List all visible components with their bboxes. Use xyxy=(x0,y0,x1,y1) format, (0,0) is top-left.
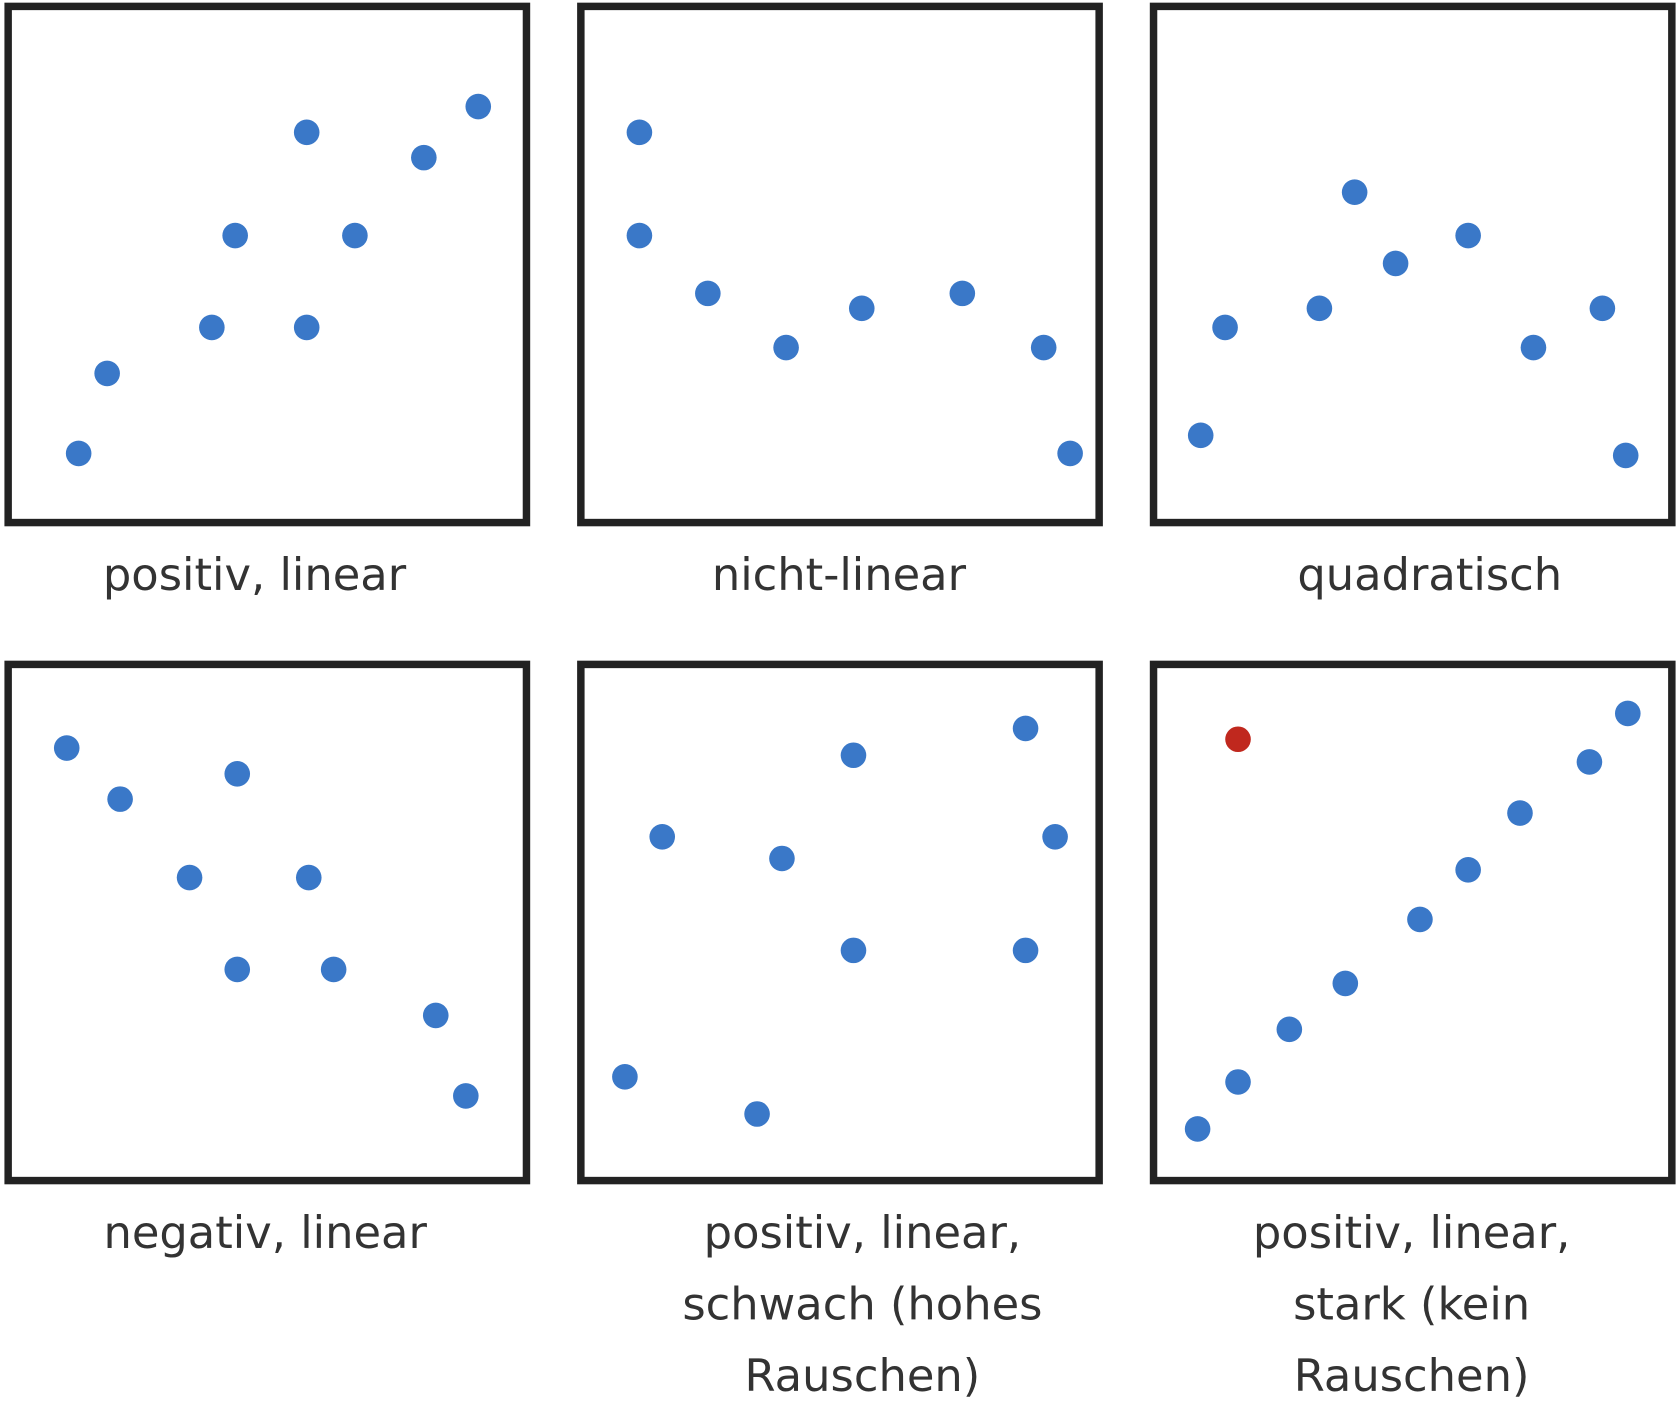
scatter-point xyxy=(769,845,795,872)
scatter-point xyxy=(1455,857,1481,883)
plot-frame xyxy=(577,2,1103,527)
scatter-point xyxy=(320,956,347,983)
scatter-point xyxy=(94,360,120,387)
scatter-point xyxy=(1576,749,1603,775)
scatter-point xyxy=(65,440,92,467)
scatter-point xyxy=(1614,700,1641,727)
scatter-point xyxy=(295,864,322,891)
scatter-point xyxy=(695,280,721,307)
scatter-point xyxy=(1187,422,1214,449)
scatter-point xyxy=(626,119,653,146)
scatter-point xyxy=(107,786,133,812)
chart-caption: positiv, linear, xyxy=(1253,1206,1570,1259)
scatter-point xyxy=(453,1083,479,1109)
scatter-point xyxy=(199,314,225,341)
chart-caption: schwach (hohes xyxy=(682,1277,1042,1330)
scatter-point xyxy=(53,735,80,761)
scatter-point xyxy=(1225,1069,1251,1095)
scatter-point xyxy=(342,222,368,249)
scatter-point xyxy=(744,1101,770,1127)
chart-caption: quadratisch xyxy=(1297,548,1562,601)
scatter-point xyxy=(1212,314,1238,341)
scatter-point xyxy=(1520,334,1547,361)
scatter-point xyxy=(293,314,320,341)
scatter-point xyxy=(224,956,251,983)
plot-frame xyxy=(4,2,531,527)
plot-frame xyxy=(4,660,531,1185)
scatter-point xyxy=(626,222,653,249)
scatter-point xyxy=(1042,824,1068,850)
chart-caption: positiv, linear, xyxy=(704,1206,1021,1259)
scatter-point xyxy=(224,761,251,787)
scatter-point xyxy=(1332,970,1359,997)
scatter-point xyxy=(411,144,437,171)
scatter-point xyxy=(1507,800,1533,826)
scatter-point xyxy=(1030,334,1057,361)
scatter-point xyxy=(840,937,867,964)
scatter-point xyxy=(176,864,203,891)
chart-caption: positiv, linear xyxy=(103,548,407,601)
scatter-point xyxy=(840,742,867,769)
scatter-point xyxy=(1225,726,1251,753)
scatter-point xyxy=(1407,906,1433,933)
chart-caption: Rauschen) xyxy=(1294,1349,1530,1402)
scatter-point xyxy=(1057,440,1083,467)
plot-frame xyxy=(1149,2,1676,527)
scatter-point xyxy=(422,1002,449,1029)
scatter-point xyxy=(1612,442,1639,469)
scatter-point xyxy=(848,295,875,322)
plot-frame xyxy=(577,660,1103,1185)
scatter-point xyxy=(1184,1116,1211,1142)
scatter-point xyxy=(1012,715,1039,742)
scatter-point xyxy=(1589,295,1616,322)
scatter-point xyxy=(465,93,492,120)
scatter-point xyxy=(293,119,320,146)
scatter-point xyxy=(649,824,676,850)
scatter-point xyxy=(612,1064,638,1090)
scatter-point xyxy=(1455,222,1481,249)
chart-caption: Rauschen) xyxy=(745,1349,981,1402)
scatter-point xyxy=(1382,250,1409,277)
chart-caption: stark (kein xyxy=(1293,1277,1530,1330)
chart-caption: nicht-linear xyxy=(712,548,967,601)
scatter-point xyxy=(1276,1016,1303,1043)
scatter-point xyxy=(222,222,248,249)
scatter-point xyxy=(1012,937,1039,964)
plot-frame xyxy=(1149,660,1676,1185)
scatter-point xyxy=(1306,295,1333,322)
scatter-point xyxy=(949,280,976,307)
scatter-point xyxy=(1341,179,1368,206)
chart-caption: negativ, linear xyxy=(103,1206,427,1259)
scatter-point xyxy=(773,334,799,361)
